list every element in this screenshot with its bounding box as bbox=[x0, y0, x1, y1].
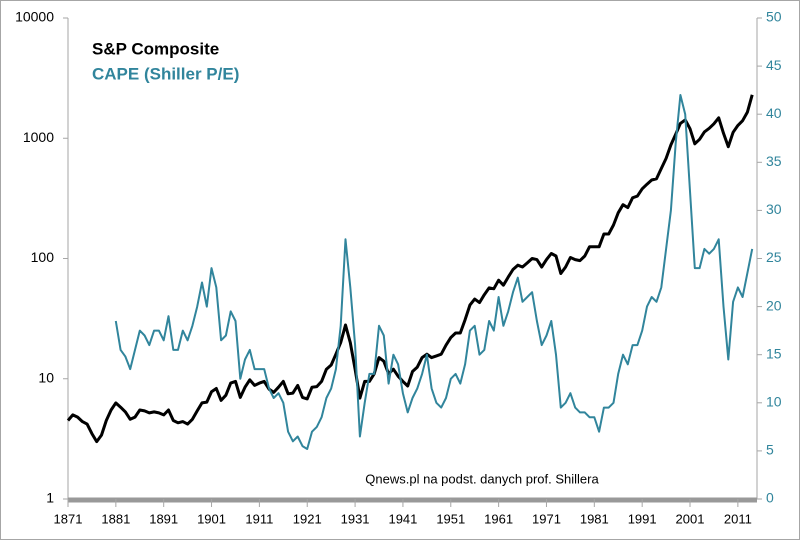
y-tick-label: 10 bbox=[38, 369, 54, 385]
legend-entry: S&P Composite bbox=[92, 39, 219, 58]
y-tick-label: 1 bbox=[46, 490, 54, 506]
x-tick-label: 1901 bbox=[197, 511, 226, 526]
y2-tick-label: 30 bbox=[766, 201, 782, 217]
y2-tick-label: 40 bbox=[766, 105, 782, 121]
x-tick-label: 1991 bbox=[628, 511, 657, 526]
y-tick-label: 10000 bbox=[15, 9, 54, 25]
x-tick-label: 1911 bbox=[245, 511, 273, 526]
y2-tick-label: 5 bbox=[766, 442, 774, 458]
y2-tick-label: 0 bbox=[766, 490, 774, 506]
x-tick-label: 1951 bbox=[436, 511, 465, 526]
y2-tick-label: 50 bbox=[766, 9, 782, 25]
x-tick-label: 1981 bbox=[580, 511, 609, 526]
x-tick-label: 2011 bbox=[724, 511, 752, 526]
annotation: Qnews.pl na podst. danych prof. Shillera bbox=[365, 471, 599, 486]
x-tick-label: 1881 bbox=[101, 511, 130, 526]
x-tick-label: 1961 bbox=[484, 511, 513, 526]
y2-tick-label: 35 bbox=[766, 153, 782, 169]
x-tick-label: 2001 bbox=[676, 511, 705, 526]
x-tick-label: 1871 bbox=[54, 511, 83, 526]
y-tick-label: 1000 bbox=[23, 129, 54, 145]
x-tick-label: 1971 bbox=[532, 511, 561, 526]
x-tick-label: 1941 bbox=[388, 511, 417, 526]
y2-tick-label: 45 bbox=[766, 57, 782, 73]
legend-entry: CAPE (Shiller P/E) bbox=[92, 64, 239, 83]
y2-tick-label: 20 bbox=[766, 297, 782, 313]
x-tick-label: 1891 bbox=[149, 511, 178, 526]
y2-tick-label: 25 bbox=[766, 249, 782, 265]
x-tick-label: 1921 bbox=[293, 511, 322, 526]
series-line bbox=[66, 94, 754, 444]
x-tick-label: 1931 bbox=[341, 511, 370, 526]
series-line bbox=[114, 94, 754, 450]
y2-tick-label: 15 bbox=[766, 345, 782, 361]
y-tick-label: 100 bbox=[31, 249, 55, 265]
y2-tick-label: 10 bbox=[766, 394, 782, 410]
